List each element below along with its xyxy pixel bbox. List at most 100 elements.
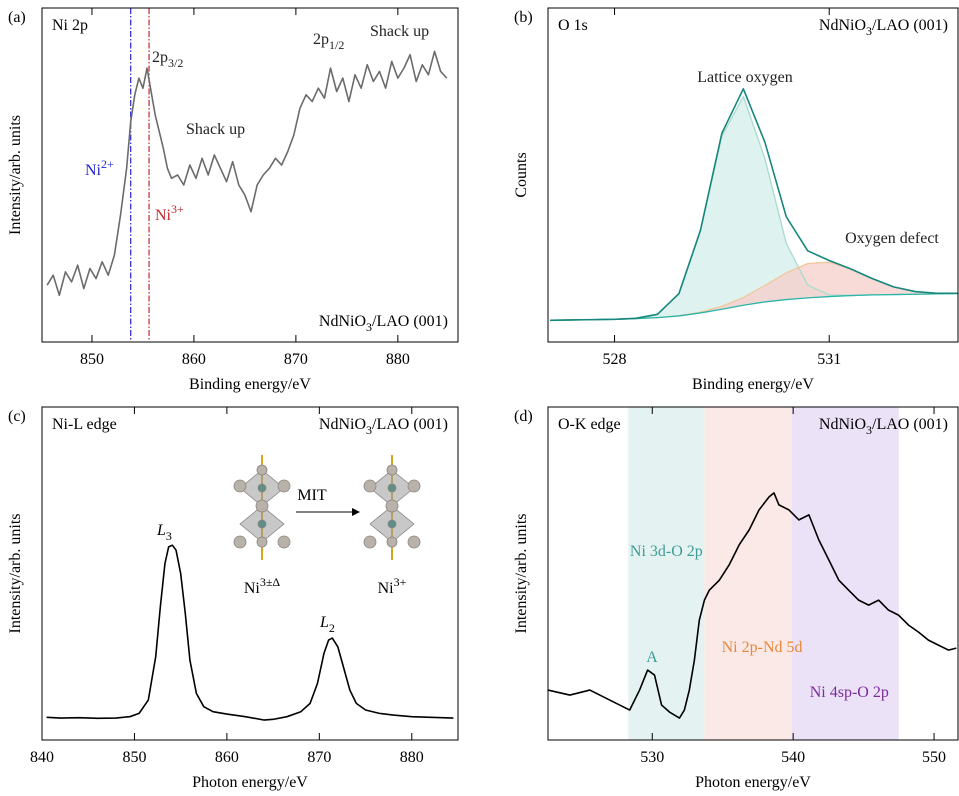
annotation: L2 [319,614,335,635]
annotation: A [646,649,658,666]
annotation-part: 2p [313,31,329,48]
x-axis-label: Binding energy/eV [692,376,814,393]
sample-label-part: NdNiO [819,416,866,433]
annotation-part: L [319,614,329,631]
annotation-part: Ni [155,207,172,224]
sample-label-part: NdNiO [819,17,866,34]
annotation: Ni2+ [85,157,114,179]
band [704,407,792,740]
annotation-part: 1/2 [329,38,344,52]
x-tick-label: 530 [640,749,664,766]
panel-title: O 1s [558,17,588,34]
series-line [550,88,958,322]
y-axis-label: Intensity/arb. units [513,514,530,634]
inset-ni [387,483,397,493]
panel-label: (a) [8,9,26,26]
inset-atom [386,464,398,476]
sample-label-part: 3 [866,24,872,38]
annotation: 2p3/2 [152,49,183,70]
annotation-part: L [156,522,166,539]
annotation-part: Ni [244,580,261,597]
sample-label-part: /LAO (001) [872,17,948,34]
band-label: Ni 2p-Nd 5d [722,639,803,656]
annotation-part: 2p [152,49,168,66]
annotation: L3 [156,522,172,543]
annotation-part: Shack up [186,121,245,138]
x-tick-label: 880 [386,351,410,368]
sample-label: NdNiO3/LAO (001) [319,416,448,437]
area [550,293,958,342]
inset-atom [407,535,421,549]
annotation-part: Shack up [370,23,429,40]
inset-ni [257,483,267,493]
x-tick-label: 531 [817,351,841,368]
x-tick-label: 850 [80,351,104,368]
sample-label-part: 3 [866,423,872,437]
band [791,407,899,740]
panel-label: (b) [514,9,533,26]
inset-atom [256,536,268,548]
inset-atom [407,479,421,493]
annotation: Ni3+ [378,575,407,597]
annotation: Ni3±Δ [244,575,281,597]
inset-atom [386,536,398,548]
sample-label-part: NdNiO [319,313,366,330]
panel-title: Ni-L edge [52,416,117,433]
annotation-part: 3±Δ [260,575,281,589]
sample-label-part: /LAO (001) [872,416,948,433]
sample-label-part: /LAO (001) [372,416,448,433]
x-axis-label: Photon energy/eV [695,774,811,791]
inset-atom [233,535,247,549]
inset-atom [255,499,269,513]
inset-ni [387,519,397,529]
x-tick-label: 850 [122,749,146,766]
inset-ni [257,519,267,529]
annotation: Ni3+ [155,202,184,224]
x-axis-label: Binding energy/eV [189,376,311,393]
series-line [46,544,454,721]
plot-frame [41,7,459,343]
inset-atom [363,535,377,549]
panel-label: (d) [514,408,533,425]
x-tick-label: 870 [284,351,308,368]
series-label: Lattice oxygen [697,69,793,86]
x-tick-label: 860 [215,749,239,766]
inset-atom [277,479,291,493]
annotation: MIT [297,487,327,504]
sample-label-part: /LAO (001) [372,313,448,330]
sample-label-part: 3 [366,320,372,334]
annotation-part: MIT [297,487,327,504]
annotation-part: 3+ [394,575,407,589]
annotation-part: 3/2 [168,56,183,70]
y-axis-label: Intensity/arb. units [7,115,24,235]
x-tick-label: 528 [603,351,627,368]
annotation-part: Ni [378,580,395,597]
plot-frame [547,7,959,343]
sample-label: NdNiO3/LAO (001) [819,416,948,437]
series-line [46,50,448,297]
sample-label: NdNiO3/LAO (001) [819,17,948,38]
band-label: Ni 4sp-O 2p [810,684,889,701]
annotation: Shack up [370,23,429,40]
sample-label-part: 3 [366,423,372,437]
annotation-part: Ni [85,162,102,179]
panel-label: (c) [8,408,26,425]
x-tick-label: 550 [922,749,946,766]
annotation-part: A [646,649,658,666]
x-tick-label: 540 [781,749,805,766]
series-label: Oxygen defect [845,230,939,247]
series-line [547,492,957,719]
panel-title: O-K edge [558,416,621,433]
annotation-part: 2 [329,621,335,635]
inset-atom [256,464,268,476]
annotation-part: 2+ [101,157,114,171]
annotation: Shack up [186,121,245,138]
x-tick-label: 840 [30,749,54,766]
x-tick-label: 870 [307,749,331,766]
y-axis-label: Counts [513,152,530,197]
inset-atom [385,499,399,513]
plot-frame [41,406,459,741]
inset-structure [233,455,421,560]
